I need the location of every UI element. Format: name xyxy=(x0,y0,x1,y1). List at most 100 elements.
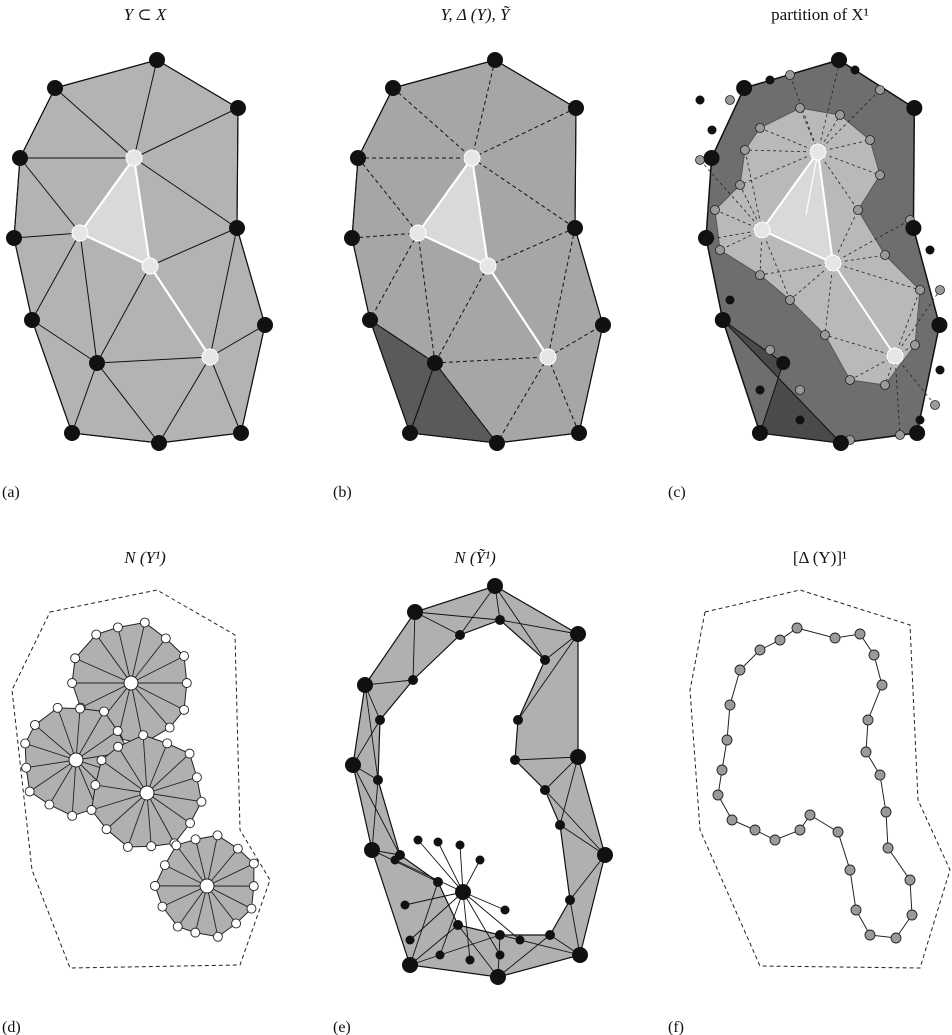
edge xyxy=(240,324,266,434)
edge xyxy=(209,227,238,358)
x-vertex xyxy=(489,435,505,451)
partition-edge xyxy=(832,209,859,264)
loop-vertex xyxy=(832,826,844,838)
edge xyxy=(31,319,98,364)
y-edge xyxy=(132,157,152,267)
star-edge xyxy=(25,743,77,761)
edge xyxy=(369,319,411,434)
ring-vertex xyxy=(20,738,31,749)
band-edge xyxy=(517,633,579,721)
ring-vertex xyxy=(146,841,157,852)
band-edge xyxy=(497,934,551,978)
edge xyxy=(54,59,158,89)
star-edge xyxy=(130,682,170,728)
loop-vertex xyxy=(716,764,728,776)
partition-edge xyxy=(714,209,763,231)
fan-edge xyxy=(462,891,501,956)
outer-vertex xyxy=(572,947,588,963)
edge xyxy=(158,432,242,444)
y-edge xyxy=(487,265,549,358)
edge xyxy=(54,87,135,159)
band-edge xyxy=(352,764,401,856)
star-edge xyxy=(117,746,148,794)
star-edge xyxy=(80,682,132,709)
band-edge xyxy=(352,719,381,766)
band-edge xyxy=(499,934,581,956)
edge xyxy=(357,87,394,159)
inner-vertex xyxy=(408,675,418,685)
partition-edge xyxy=(789,74,819,153)
y-vertex xyxy=(824,254,842,272)
x-vertex xyxy=(595,317,611,333)
ring-vertex xyxy=(172,921,183,932)
ring-vertex xyxy=(138,730,149,741)
band-edge xyxy=(457,924,499,978)
ring-vertex xyxy=(75,703,85,714)
inner-vertex xyxy=(495,930,505,940)
y-vertex xyxy=(753,221,771,239)
edge xyxy=(31,232,81,321)
partition-edge xyxy=(759,262,834,276)
partition-vertex xyxy=(715,245,725,255)
x-vertex xyxy=(776,356,791,370)
fan-edge xyxy=(417,839,464,893)
band-edge xyxy=(414,611,461,636)
band-edge xyxy=(499,619,579,635)
panel-f-boundary-loop xyxy=(689,589,951,969)
panel-c-partition xyxy=(695,52,948,451)
y-triangle xyxy=(80,158,150,266)
panel-d-neighborhood xyxy=(11,589,271,969)
star-edge xyxy=(146,743,168,794)
star-center-vertex xyxy=(199,878,215,894)
partition-vertex xyxy=(710,205,720,215)
edge xyxy=(471,107,577,159)
boundary-vertex xyxy=(850,65,860,75)
x-vertex xyxy=(402,425,418,441)
y-edge xyxy=(470,157,490,267)
partition-edge xyxy=(832,254,886,264)
edge xyxy=(434,356,549,364)
fan-edge xyxy=(462,891,471,961)
panel-d-label: (d) xyxy=(2,1019,21,1035)
y-edge xyxy=(832,262,896,357)
panel-e-label: (e) xyxy=(333,1019,351,1035)
star-edge xyxy=(91,792,148,811)
loop-vertex xyxy=(726,814,738,826)
star-center-vertex xyxy=(123,675,139,691)
star-edge xyxy=(57,707,77,761)
star-edge xyxy=(75,708,81,761)
ring-vertex xyxy=(246,903,257,914)
fan-vertex xyxy=(433,837,443,847)
partition-vertex xyxy=(820,330,830,340)
x-vertex xyxy=(149,52,165,68)
inner-vertex xyxy=(495,615,505,625)
star-edge xyxy=(130,638,167,684)
partition-vertex xyxy=(935,285,945,295)
partition-vertex xyxy=(785,70,795,80)
edge xyxy=(236,227,266,326)
y-edge xyxy=(417,232,489,267)
loop-vertex xyxy=(754,644,766,656)
star-edge xyxy=(164,864,208,887)
edge xyxy=(369,232,419,321)
fan-vertex xyxy=(413,835,423,845)
x-vertex xyxy=(233,425,249,441)
star-center-vertex xyxy=(68,752,84,768)
x-vertex xyxy=(571,425,587,441)
fan-vertex xyxy=(475,855,485,865)
star-edge xyxy=(130,622,146,684)
ring-vertex xyxy=(70,653,81,664)
partition-edge xyxy=(704,229,763,241)
edge xyxy=(409,432,498,444)
inner-vertex xyxy=(513,715,523,725)
ring-vertex xyxy=(91,629,102,640)
band-edge xyxy=(459,585,496,636)
edge xyxy=(158,356,211,444)
loop-vertex xyxy=(794,824,806,836)
edge xyxy=(357,157,419,234)
ring-vertex xyxy=(44,799,55,810)
partition-edge xyxy=(824,334,896,357)
y-vertex xyxy=(539,348,557,366)
edge xyxy=(79,232,98,364)
star-edge xyxy=(75,711,105,761)
